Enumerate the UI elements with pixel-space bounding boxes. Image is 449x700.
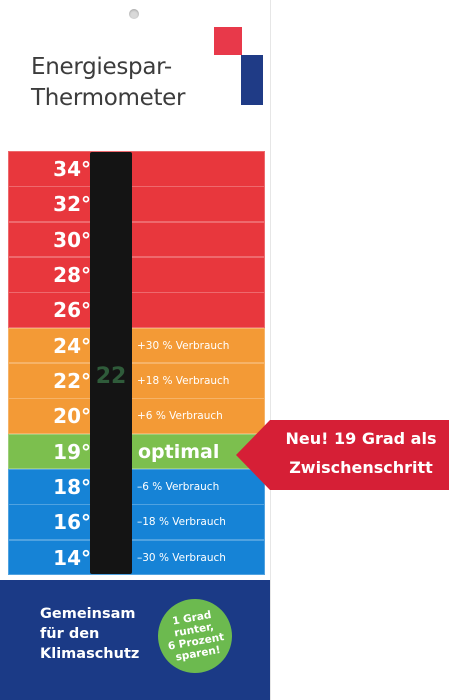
scale-band-blue: 16° –18 % Verbrauch: [8, 504, 265, 541]
scale-temperature-label: 16°: [53, 510, 91, 535]
scale-band-red: 30°: [8, 221, 265, 258]
card-title: Energiespar- Thermometer: [31, 52, 221, 114]
optimal-label: optimal: [138, 440, 220, 463]
slogan-line-3: Klimaschutz: [40, 646, 140, 662]
consumption-note: +6 % Verbrauch: [137, 410, 223, 423]
scale-temperature-label: 28°: [53, 263, 91, 287]
logo-red-square: [214, 27, 242, 55]
callout-line-2: Zwischenschritt: [289, 458, 433, 477]
scale-band-orange: 22° +18 % Verbrauch: [8, 363, 265, 399]
footer-slogan: Gemeinsam für den Klimaschutz: [40, 604, 170, 664]
current-temperature-reading: 22: [95, 364, 127, 389]
scale-band-red: 32°: [8, 186, 265, 223]
slogan-line-1: Gemeinsam: [40, 606, 136, 622]
callout-text: Neu! 19 Grad als Zwischenschritt: [273, 424, 449, 482]
scale-band-blue: 18° –6 % Verbrauch: [8, 469, 265, 505]
scale-temperature-label: 32°: [53, 192, 91, 217]
scale-temperature-label: 19°: [53, 439, 91, 464]
scale-band-red: 28°: [8, 257, 265, 293]
scale-band-blue: 14° –30 % Verbrauch: [8, 539, 265, 576]
title-line-2: Thermometer: [31, 85, 186, 111]
consumption-note: –6 % Verbrauch: [137, 481, 220, 493]
scale-band-orange: 24° +30 % Verbrauch: [8, 327, 265, 364]
scale-temperature-label: 34°: [53, 157, 91, 181]
temperature-scale: 34° 32° 30° 28° 26° 24° +30 % Verbrauch 22° +18 …: [8, 151, 265, 576]
scale-band-red: 26°: [8, 292, 265, 329]
scale-temperature-label: 18°: [53, 475, 91, 499]
consumption-note: +18 % Verbrauch: [137, 375, 230, 387]
hanging-hole: [129, 9, 139, 19]
scale-temperature-label: 22°: [53, 369, 91, 393]
scale-band-red: 34°: [8, 151, 265, 187]
callout-arrow-shape: [236, 420, 449, 490]
scale-temperature-label: 14°: [53, 545, 91, 570]
callout-line-1: Neu! 19 Grad als: [285, 429, 437, 448]
scale-band-orange: 20° +6 % Verbrauch: [8, 398, 265, 435]
liquid-crystal-strip: [90, 152, 132, 574]
consumption-note: –30 % Verbrauch: [137, 551, 226, 564]
title-line-1: Energiespar-: [31, 54, 172, 80]
thermometer-card: Energiespar- Thermometer 34° 32° 30° 28° 26°…: [0, 0, 271, 700]
logo-blue-bar: [241, 55, 263, 105]
scale-temperature-label: 20°: [53, 404, 91, 429]
slogan-line-2: für den: [40, 626, 100, 642]
scale-temperature-label: 24°: [53, 333, 91, 358]
scale-band-green: 19° optimal: [8, 433, 265, 470]
consumption-note: –18 % Verbrauch: [137, 516, 226, 529]
scale-temperature-label: 30°: [53, 227, 91, 252]
scale-temperature-label: 26°: [53, 298, 91, 323]
consumption-note: +30 % Verbrauch: [137, 339, 230, 352]
new-step-callout: Neu! 19 Grad als Zwischenschritt: [236, 420, 449, 490]
